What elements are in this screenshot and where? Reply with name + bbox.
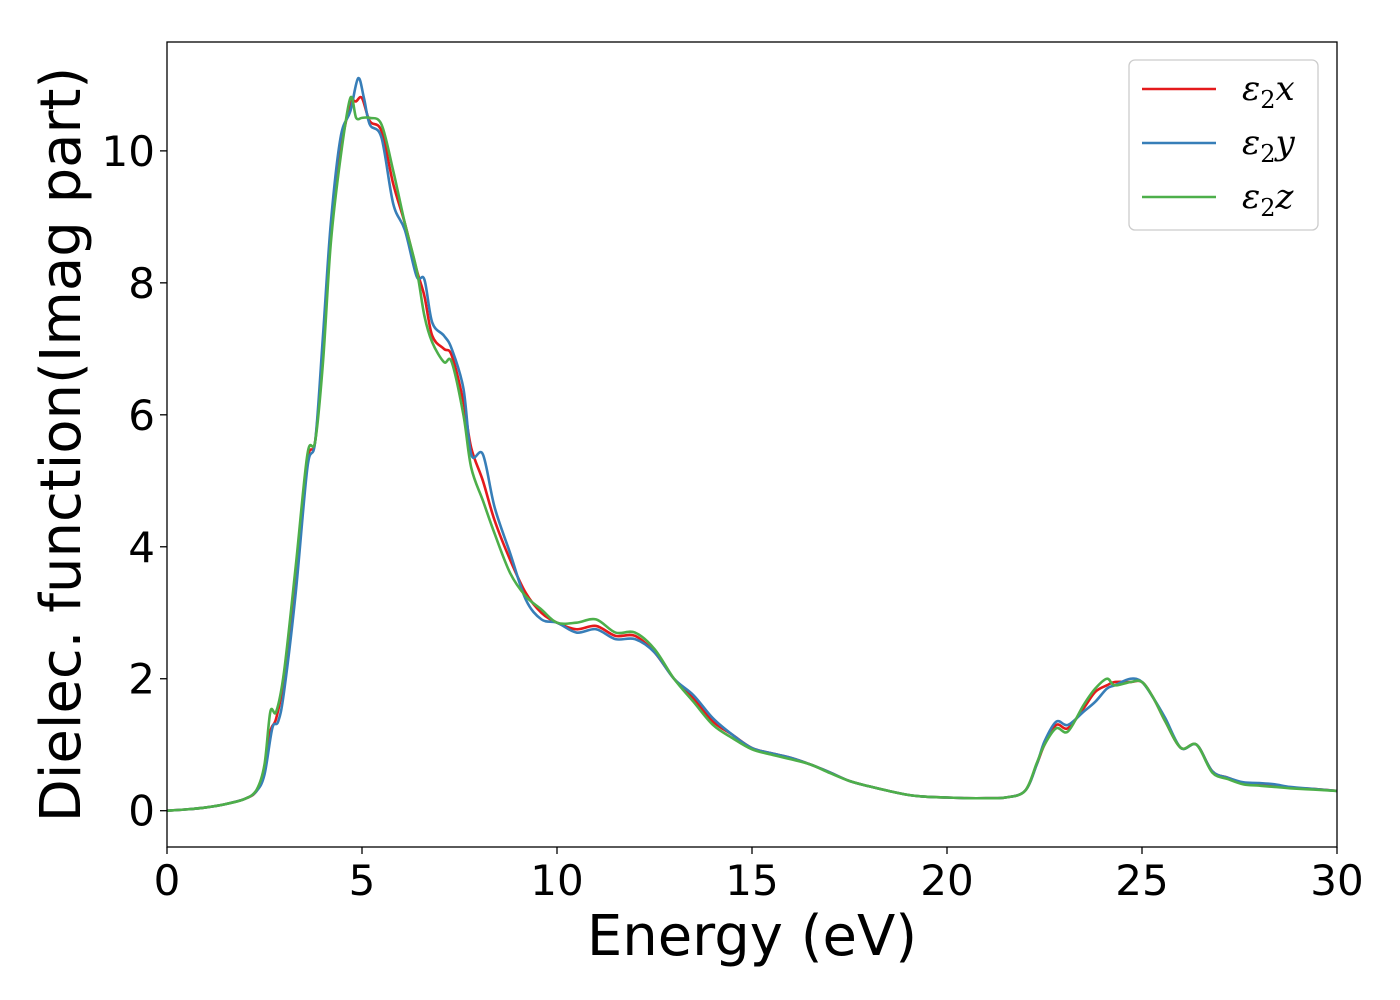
legend-label: ε2z <box>1242 177 1295 222</box>
x-tick-label: 10 <box>530 856 583 905</box>
legend-label: ε2y <box>1242 123 1296 168</box>
y-tick-label: 10 <box>102 127 155 176</box>
legend-box <box>1128 59 1319 231</box>
x-tick-label: 15 <box>725 856 778 905</box>
y-axis-ticks: 0 2 4 6 8 10 <box>102 127 167 836</box>
x-tick-label: 20 <box>920 856 973 905</box>
y-tick-label: 0 <box>128 787 155 836</box>
plot-lines <box>166 76 1338 813</box>
y-axis-label: Dielec. function(Imag part) <box>29 67 94 823</box>
y-tick-label: 2 <box>128 655 155 704</box>
x-axis-ticks: 0 5 10 15 20 25 30 <box>154 847 1364 905</box>
legend-label: ε2x <box>1242 69 1295 114</box>
x-tick-label: 30 <box>1310 856 1363 905</box>
legend: ε2x ε2y ε2z <box>1128 59 1319 231</box>
y-tick-label: 8 <box>128 259 155 308</box>
y-tick-label: 4 <box>128 523 155 572</box>
series-line-z <box>166 95 1338 813</box>
x-tick-label: 5 <box>349 856 376 905</box>
x-tick-label: 25 <box>1115 856 1168 905</box>
x-tick-label: 0 <box>154 856 181 905</box>
x-axis-label: Energy (eV) <box>587 904 917 969</box>
y-tick-label: 6 <box>128 391 155 440</box>
